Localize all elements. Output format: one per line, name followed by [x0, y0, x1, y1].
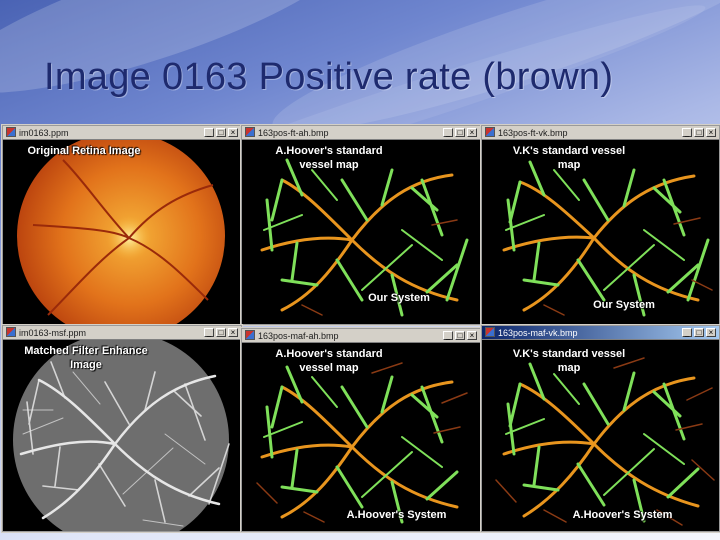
minimize-button[interactable]: _	[682, 328, 692, 337]
window-titlebar[interactable]: im0163.ppm _ □ ×	[3, 126, 241, 140]
vessel-comparison-image	[482, 340, 719, 531]
window-hoover-vs-hoover-system[interactable]: 163pos-maf-ah.bmp _ □ × A.Hoover's stand…	[241, 328, 481, 532]
vessel-comparison-image	[242, 343, 480, 531]
window-title: 163pos-maf-vk.bmp	[498, 328, 578, 338]
maximize-button[interactable]: □	[694, 328, 704, 337]
window-titlebar[interactable]: 163pos-maf-ah.bmp _ □ ×	[242, 329, 480, 343]
minimize-button[interactable]: _	[204, 328, 214, 337]
image-file-icon	[6, 327, 16, 337]
window-label: Our System	[593, 299, 655, 311]
image-file-icon	[485, 127, 495, 137]
image-canvas	[482, 340, 719, 531]
maximize-button[interactable]: □	[455, 128, 465, 137]
close-button[interactable]: ×	[706, 328, 716, 337]
image-canvas	[242, 343, 480, 531]
image-file-icon	[6, 127, 16, 137]
image-canvas	[242, 140, 480, 324]
window-label: A.Hoover's standard vessel map	[275, 145, 383, 171]
window-label: Original Retina Image	[27, 145, 141, 157]
window-title: 163pos-ft-ah.bmp	[258, 128, 329, 138]
window-matched-filter[interactable]: im0163-msf.ppm _ □ × Matched Filter Enha…	[2, 325, 242, 532]
window-titlebar[interactable]: 163pos-maf-vk.bmp _ □ ×	[482, 326, 719, 340]
maximize-button[interactable]: □	[455, 331, 465, 340]
maximize-button[interactable]: □	[694, 128, 704, 137]
minimize-button[interactable]: _	[443, 331, 453, 340]
window-titlebar[interactable]: 163pos-ft-ah.bmp _ □ ×	[242, 126, 480, 140]
close-button[interactable]: ×	[467, 331, 477, 340]
matched-filter-image	[3, 340, 241, 531]
window-titlebar[interactable]: 163pos-ft-vk.bmp _ □ ×	[482, 126, 719, 140]
minimize-button[interactable]: _	[682, 128, 692, 137]
maximize-button[interactable]: □	[216, 328, 226, 337]
image-canvas	[482, 140, 719, 324]
window-title: 163pos-ft-vk.bmp	[498, 128, 568, 138]
vessel-comparison-image	[242, 140, 480, 324]
window-title: im0163.ppm	[19, 128, 69, 138]
image-canvas	[3, 140, 241, 324]
close-button[interactable]: ×	[467, 128, 477, 137]
window-titlebar[interactable]: im0163-msf.ppm _ □ ×	[3, 326, 241, 340]
window-title: im0163-msf.ppm	[19, 328, 87, 338]
image-file-icon	[485, 327, 495, 337]
minimize-button[interactable]: _	[204, 128, 214, 137]
window-label: V.K's standard vessel map	[512, 348, 626, 374]
minimize-button[interactable]: _	[443, 128, 453, 137]
image-file-icon	[245, 330, 255, 340]
vessel-comparison-image	[482, 140, 719, 324]
image-canvas	[3, 340, 241, 531]
close-button[interactable]: ×	[228, 328, 238, 337]
window-original-retina[interactable]: im0163.ppm _ □ ×	[2, 125, 242, 325]
window-vk-vs-our-system[interactable]: 163pos-ft-vk.bmp _ □ × V.K's standard ve…	[481, 125, 720, 325]
window-hoover-vs-our-system[interactable]: 163pos-ft-ah.bmp _ □ × A.Hoover's standa…	[241, 125, 481, 325]
slide-title: Image 0163 Positive rate (brown)	[44, 56, 614, 98]
window-label: V.K's standard vessel map	[512, 145, 626, 171]
image-file-icon	[245, 127, 255, 137]
close-button[interactable]: ×	[228, 128, 238, 137]
window-label: A.Hoover's System	[572, 509, 673, 521]
window-label: A.Hoover's standard vessel map	[275, 348, 383, 374]
window-label: A.Hoover's System	[346, 509, 447, 521]
window-vk-vs-hoover-system[interactable]: 163pos-maf-vk.bmp _ □ × V.K's standard v…	[481, 325, 720, 532]
window-title: 163pos-maf-ah.bmp	[258, 331, 339, 341]
retina-fundus-image	[3, 140, 241, 324]
maximize-button[interactable]: □	[216, 128, 226, 137]
window-label: Our System	[368, 292, 430, 304]
window-label: Matched Filter Enhance Image	[24, 345, 148, 371]
close-button[interactable]: ×	[706, 128, 716, 137]
